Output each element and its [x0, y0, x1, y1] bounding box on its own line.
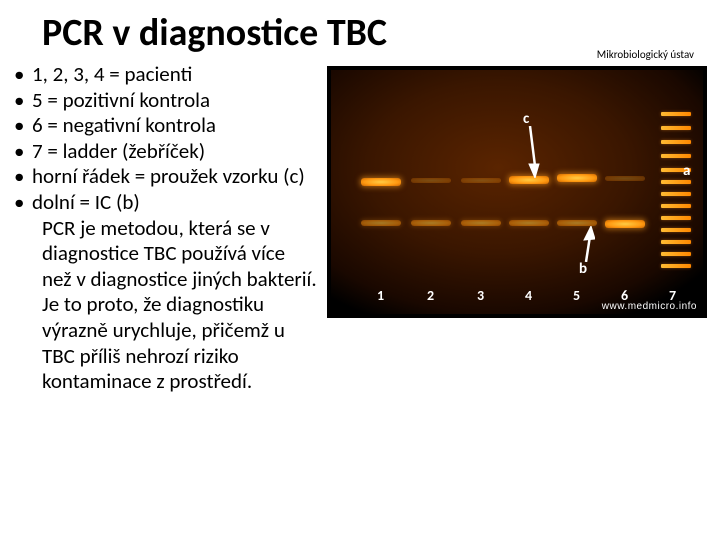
ladder-band — [661, 228, 691, 232]
ladder-band — [661, 216, 691, 220]
lane-label: 4 — [525, 287, 532, 304]
gel-band-top — [557, 174, 597, 182]
ladder-band — [661, 240, 691, 244]
lane-label: 3 — [477, 287, 484, 304]
arrow-b-icon — [581, 226, 595, 262]
gel-band-bottom — [605, 220, 645, 228]
list-item: 6 = negativní kontrola — [12, 113, 317, 139]
bullet-list: 1, 2, 3, 4 = pacienti 5 = pozitivní kont… — [12, 62, 317, 395]
lane-label: 1 — [377, 287, 384, 304]
ladder-band — [661, 180, 691, 184]
label-b: b — [579, 260, 587, 278]
list-item: 1, 2, 3, 4 = pacienti — [12, 62, 317, 88]
attribution-text: Mikrobiologický ústav — [597, 48, 694, 61]
ladder-band — [661, 192, 691, 196]
lane-label: 5 — [573, 287, 580, 304]
page-title: PCR v diagnostice TBC — [42, 10, 387, 56]
ladder-band — [661, 140, 691, 144]
list-item: 5 = pozitivní kontrola — [12, 88, 317, 114]
gel-inner: 1 2 3 4 5 6 7 a b c www.medmicro.info — [331, 70, 703, 314]
gel-image: 1 2 3 4 5 6 7 a b c www.medmicro.info — [327, 66, 707, 318]
label-a: a — [683, 162, 690, 180]
gel-band-bottom — [509, 220, 549, 226]
ladder-band — [661, 264, 691, 268]
gel-band-bottom — [361, 220, 401, 226]
gel-band-top — [461, 178, 501, 183]
ladder-band — [661, 204, 691, 208]
ladder-band — [661, 252, 691, 256]
lane-label: 2 — [427, 287, 434, 304]
ladder-band — [661, 126, 691, 130]
gel-band-top — [411, 178, 451, 183]
ladder-band — [661, 112, 691, 116]
list-item: 7 = ladder (žebříček) — [12, 139, 317, 165]
gel-band-top — [361, 178, 401, 186]
gel-band-top — [605, 176, 645, 181]
arrow-c-icon — [526, 126, 540, 178]
ladder-band — [661, 154, 691, 158]
gel-band-bottom — [461, 220, 501, 226]
list-item: horní řádek = proužek vzorku (c) — [12, 164, 317, 190]
list-item: dolní = IC (b) — [12, 190, 317, 216]
gel-band-bottom — [411, 220, 451, 226]
source-url: www.medmicro.info — [602, 301, 697, 312]
paragraph-text: PCR je metodou, která se v diagnostice T… — [12, 216, 317, 395]
